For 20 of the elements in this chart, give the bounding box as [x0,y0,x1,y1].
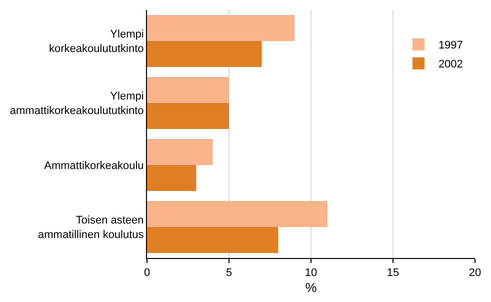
bar [147,138,213,165]
bar [147,41,262,68]
bar [147,200,328,227]
y-tick-label: Ylempi korkeakoulututkinto [49,28,144,55]
bar [147,14,295,41]
y-tick-label: Toisen asteen ammatillinen koulutus [38,214,144,241]
x-tick-label: 10 [304,267,318,280]
bar [147,227,278,254]
bar [147,103,229,130]
x-tick-label: 5 [226,267,232,280]
x-tick-label: 0 [144,267,150,280]
bar [147,76,229,103]
x-tick-label: 20 [468,267,482,280]
legend-label: 2002 [438,58,463,71]
bar [147,165,196,192]
x-axis-title: % [305,280,318,295]
y-tick-label: Ylempi ammattikorkeakoulututkinto [10,90,144,117]
x-tick-label: 15 [386,267,400,280]
y-tick-label: Ammattikorkeakoulu [44,160,144,172]
legend-label: 1997 [438,40,463,52]
